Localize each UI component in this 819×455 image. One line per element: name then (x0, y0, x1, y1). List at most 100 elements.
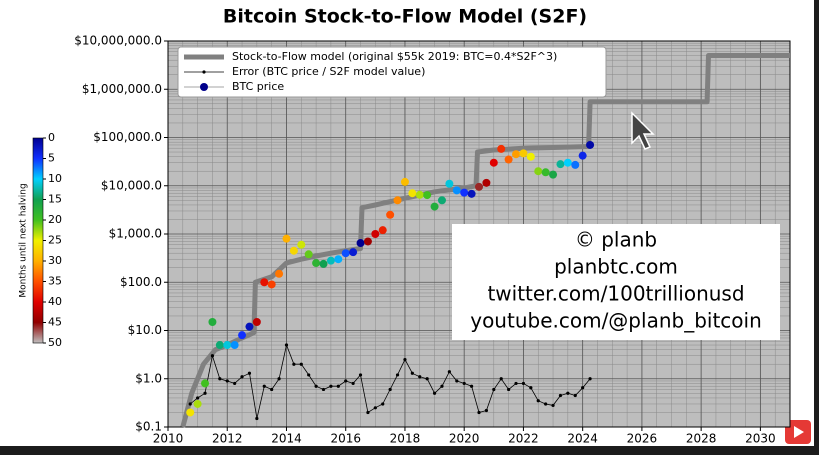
error-point (395, 373, 400, 377)
x-tick-label: 2012 (212, 432, 243, 446)
price-point (304, 250, 313, 259)
price-point (223, 341, 232, 350)
colorbar (32, 137, 44, 344)
price-point (186, 408, 195, 417)
watermark-text: © planb (575, 228, 657, 252)
price-point (415, 190, 424, 199)
colorbar-tick-label: 0 (48, 131, 55, 144)
error-point (314, 384, 318, 388)
x-tick-label: 2030 (745, 432, 776, 446)
error-point (344, 379, 348, 383)
error-point (262, 384, 266, 388)
error-point (307, 373, 311, 377)
error-point (573, 393, 577, 398)
error-point (225, 379, 229, 383)
error-point (418, 375, 422, 379)
price-point (393, 196, 402, 205)
error-point (203, 391, 207, 395)
colorbar-tick-label: 40 (48, 295, 62, 308)
x-tick-label: 2020 (449, 432, 480, 446)
price-point (504, 155, 513, 164)
price-point (312, 259, 321, 268)
price-point (363, 237, 372, 246)
colorbar-tick-label: 5 (48, 152, 55, 165)
error-point (188, 402, 192, 406)
x-tick-label: 2022 (508, 432, 539, 446)
error-point (299, 362, 303, 366)
colorbar-tick-label: 15 (48, 193, 62, 206)
error-point (477, 410, 481, 415)
error-point (492, 387, 496, 392)
price-point (260, 278, 269, 287)
error-point (358, 373, 363, 377)
price-point (586, 140, 595, 149)
price-point (334, 255, 343, 264)
price-point (193, 399, 202, 408)
price-point (571, 160, 580, 169)
price-point (297, 240, 306, 249)
y-tick-label: $100,000.0 (93, 130, 162, 144)
error-point (270, 387, 274, 392)
price-point (482, 178, 491, 187)
error-point (440, 384, 444, 388)
price-point (349, 248, 358, 257)
price-point (341, 249, 350, 258)
colorbar-tick-label: 35 (48, 275, 62, 288)
error-point (381, 402, 385, 406)
watermark-box (452, 224, 780, 340)
x-tick-label: 2028 (686, 432, 717, 446)
price-point (467, 189, 476, 198)
price-point (267, 280, 276, 289)
error-point (544, 402, 548, 406)
price-point (326, 256, 335, 265)
price-point (437, 196, 446, 205)
legend-label: BTC price (232, 80, 284, 93)
price-point (497, 144, 506, 153)
error-point (514, 381, 518, 386)
model-line (180, 53, 790, 428)
x-tick-label: 2016 (330, 432, 361, 446)
plot-frame (167, 40, 791, 428)
cursor (631, 111, 655, 150)
price-point (208, 318, 217, 327)
error-point (321, 387, 326, 392)
error-point (403, 357, 407, 362)
price-point (430, 202, 439, 211)
error-point (529, 386, 533, 390)
y-tick-label: $10,000.0 (101, 178, 162, 192)
error-point (507, 387, 511, 392)
x-tick-label: 2018 (390, 432, 421, 446)
error-point (462, 381, 466, 386)
error-point (351, 381, 355, 386)
price-point (378, 226, 387, 235)
price-point (512, 150, 521, 159)
price-point (563, 158, 572, 167)
price-point (408, 189, 417, 198)
y-tick-label: $10,000,000.0 (74, 34, 162, 48)
y-tick-label: $10.0 (128, 323, 162, 337)
x-tick-label: 2010 (153, 432, 184, 446)
legend-label: Stock-to-Flow model (original $55k 2019:… (232, 50, 557, 63)
price-point (230, 341, 239, 350)
colorbar-label: Months until next halving (19, 183, 29, 297)
subscribe-play (794, 426, 804, 438)
price-point (282, 234, 291, 243)
price-point (319, 259, 328, 268)
error-point (432, 391, 437, 395)
colorbar-tick-label: 30 (48, 254, 62, 267)
x-tick-label: 2024 (567, 432, 598, 446)
price-point (541, 168, 550, 177)
price-point (238, 331, 247, 340)
legend-marker (200, 83, 208, 91)
price-point (371, 230, 380, 238)
price-point (534, 167, 543, 176)
legend-label: Error (BTC price / S2F model value) (232, 65, 425, 78)
y-tick-label: $1.0 (135, 371, 162, 385)
error-point (499, 377, 503, 381)
colorbar-tick-label: 20 (48, 213, 62, 226)
price-point (201, 379, 210, 388)
price-point (289, 246, 298, 255)
y-tick-label: $100.0 (120, 275, 162, 289)
watermark-text: planbtc.com (554, 255, 678, 279)
